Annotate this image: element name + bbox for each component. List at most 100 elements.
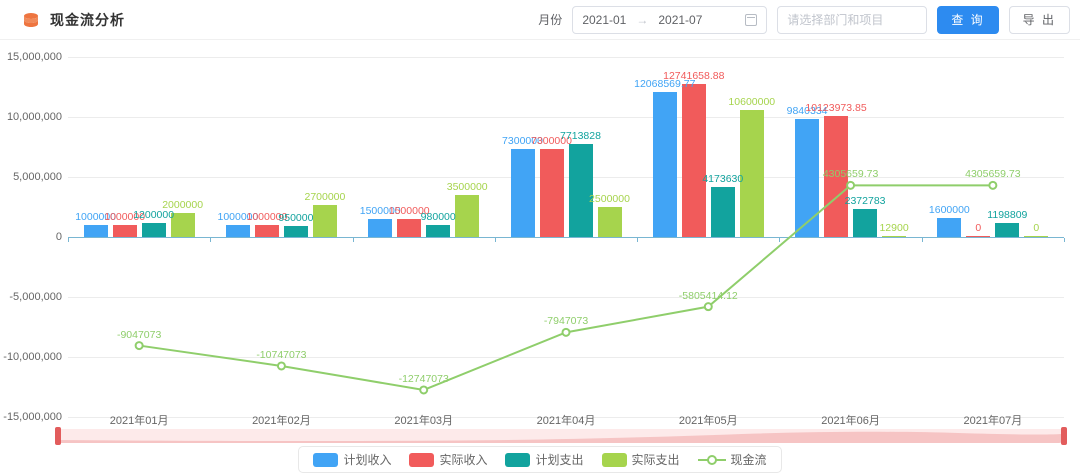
bar-实际收入-2021年04月[interactable] xyxy=(539,149,564,237)
bar-实际收入-2021年02月[interactable] xyxy=(254,225,279,237)
cashflow-point-label: -5805414.12 xyxy=(678,289,738,302)
x-axis-category-label: 2021年07月 xyxy=(963,415,1023,427)
x-axis-category-label: 2021年04月 xyxy=(536,415,596,427)
bar-实际支出-2021年01月[interactable] xyxy=(170,213,195,237)
x-axis-category-label: 2021年06月 xyxy=(821,415,880,427)
x-axis-tick xyxy=(921,238,923,242)
bar-value-label: 1198809 xyxy=(987,209,1028,221)
bar-value-label: 7713828 xyxy=(560,130,601,142)
bar-计划支出-2021年01月[interactable] xyxy=(141,223,166,237)
legend-label: 现金流 xyxy=(730,453,767,467)
x-axis-tick xyxy=(210,238,212,242)
date-range-picker[interactable]: 2021-01 → 2021-07 xyxy=(572,5,768,34)
legend-box: 计划收入 实际收入 计划支出 实际支出 现金流 xyxy=(298,446,782,473)
bar-value-label: 2500000 xyxy=(589,193,630,205)
bar-计划收入-2021年02月[interactable] xyxy=(225,225,250,237)
legend-swatch-icon xyxy=(505,452,531,467)
y-axis-tick-label: 5,000,000 xyxy=(13,171,62,183)
toolbar: 月份 2021-01 → 2021-07 查 询 导 出 xyxy=(538,5,1070,34)
cashflow-point-label: 4305659.73 xyxy=(822,168,879,181)
x-axis-tick xyxy=(68,238,69,242)
gridline xyxy=(68,177,1064,178)
x-axis-tick xyxy=(494,238,496,242)
header: 现金流分析 月份 2021-01 → 2021-07 查 询 导 出 xyxy=(0,0,1080,40)
y-axis-tick-label: -10,000,000 xyxy=(3,351,62,363)
date-range-end[interactable]: 2021-07 xyxy=(658,12,703,27)
month-field-label: 月份 xyxy=(538,13,563,27)
bar-实际支出-2021年04月[interactable] xyxy=(597,207,622,237)
y-axis-tick-label: -5,000,000 xyxy=(9,291,62,303)
x-axis-tick xyxy=(779,238,781,242)
cashflow-point-label: -10747073 xyxy=(256,348,307,361)
bar-实际收入-2021年01月[interactable] xyxy=(112,225,137,237)
calendar-icon xyxy=(745,13,758,26)
export-button[interactable]: 导 出 xyxy=(1008,5,1070,34)
cashflow-point-label: 4305659.73 xyxy=(965,168,1021,181)
bar-value-label: 1600000 xyxy=(928,204,970,216)
bar-value-label: 7300000 xyxy=(531,135,572,147)
bar-value-label: 950000 xyxy=(278,212,314,224)
legend-item-现金流[interactable]: 现金流 xyxy=(697,451,767,468)
gridline xyxy=(68,417,1064,418)
bar-实际支出-2021年05月[interactable] xyxy=(739,110,764,237)
x-axis-category-label: 2021年02月 xyxy=(252,415,311,427)
datazoom-slider[interactable] xyxy=(55,427,1067,445)
legend-item-实际支出[interactable]: 实际支出 xyxy=(601,451,680,468)
x-axis-category-label: 2021年03月 xyxy=(394,415,454,427)
bar-value-label: 0 xyxy=(975,222,982,234)
legend-label: 实际支出 xyxy=(631,453,680,467)
bar-计划收入-2021年05月[interactable] xyxy=(652,92,677,237)
bar-实际收入-2021年03月[interactable] xyxy=(397,219,422,237)
bar-计划支出-2021年06月[interactable] xyxy=(853,209,878,237)
cashflow-title-icon xyxy=(24,12,38,27)
bar-计划支出-2021年07月[interactable] xyxy=(995,223,1020,237)
bar-实际支出-2021年02月[interactable] xyxy=(312,205,337,237)
legend-swatch-icon xyxy=(601,452,627,467)
bar-计划收入-2021年01月[interactable] xyxy=(83,225,108,237)
bar-value-label: 12900 xyxy=(879,222,909,234)
bar-实际收入-2021年05月[interactable] xyxy=(681,84,706,237)
legend-item-计划收入[interactable]: 计划收入 xyxy=(313,451,391,468)
dept-project-select[interactable] xyxy=(777,5,928,34)
page-title: 现金流分析 xyxy=(50,11,125,28)
gridline xyxy=(68,57,1064,58)
bar-实际支出-2021年07月[interactable] xyxy=(1024,236,1049,237)
bar-计划收入-2021年03月[interactable] xyxy=(368,219,393,237)
gridline xyxy=(68,117,1064,118)
date-range-arrow-icon: → xyxy=(636,12,649,27)
x-axis-line xyxy=(68,237,1064,238)
query-button[interactable]: 查 询 xyxy=(937,5,999,34)
bar-计划收入-2021年06月[interactable] xyxy=(795,119,820,237)
bar-计划支出-2021年02月[interactable] xyxy=(283,226,308,237)
cashflow-point-label: -9047073 xyxy=(116,328,162,341)
legend-line-icon xyxy=(697,454,726,465)
legend-swatch-icon xyxy=(313,452,339,467)
bar-value-label: 12741658.88 xyxy=(663,70,725,82)
legend-item-实际收入[interactable]: 实际收入 xyxy=(409,451,487,468)
bar-value-label: 2700000 xyxy=(304,191,346,203)
datazoom-handle-left[interactable] xyxy=(55,427,61,445)
datazoom-data-shadow xyxy=(58,431,1062,443)
x-axis-category-label: 2021年01月 xyxy=(109,415,169,427)
bar-value-label: 1000000 xyxy=(104,211,146,223)
legend-item-计划支出[interactable]: 计划支出 xyxy=(505,451,584,468)
y-axis-tick-label: 0 xyxy=(55,231,62,243)
date-range-start[interactable]: 2021-01 xyxy=(582,12,627,27)
y-axis-tick-label: -15,000,000 xyxy=(3,411,62,423)
cashflow-point-label: -7947073 xyxy=(543,315,589,328)
bar-计划支出-2021年04月[interactable] xyxy=(568,144,593,237)
cashflow-chart: 计划收入 实际收入 计划支出 实际支出 现金流 15,000,000 10,000,000… xyxy=(0,40,1080,473)
bar-实际支出-2021年03月[interactable] xyxy=(455,195,480,237)
bar-计划收入-2021年04月[interactable] xyxy=(510,149,535,237)
legend-label: 计划支出 xyxy=(535,453,584,467)
bar-value-label: 980000 xyxy=(420,211,456,223)
bar-value-label: 2000000 xyxy=(162,199,204,211)
bar-计划收入-2021年07月[interactable] xyxy=(937,218,962,237)
bar-value-label: 10600000 xyxy=(728,96,776,108)
bar-value-label: 3500000 xyxy=(446,181,488,193)
bar-计划支出-2021年05月[interactable] xyxy=(710,187,735,237)
y-axis-tick-label: 15,000,000 xyxy=(6,51,62,63)
bar-value-label: 7300000 xyxy=(502,135,543,147)
bar-计划支出-2021年03月[interactable] xyxy=(426,225,451,237)
datazoom-handle-right[interactable] xyxy=(1061,427,1067,445)
